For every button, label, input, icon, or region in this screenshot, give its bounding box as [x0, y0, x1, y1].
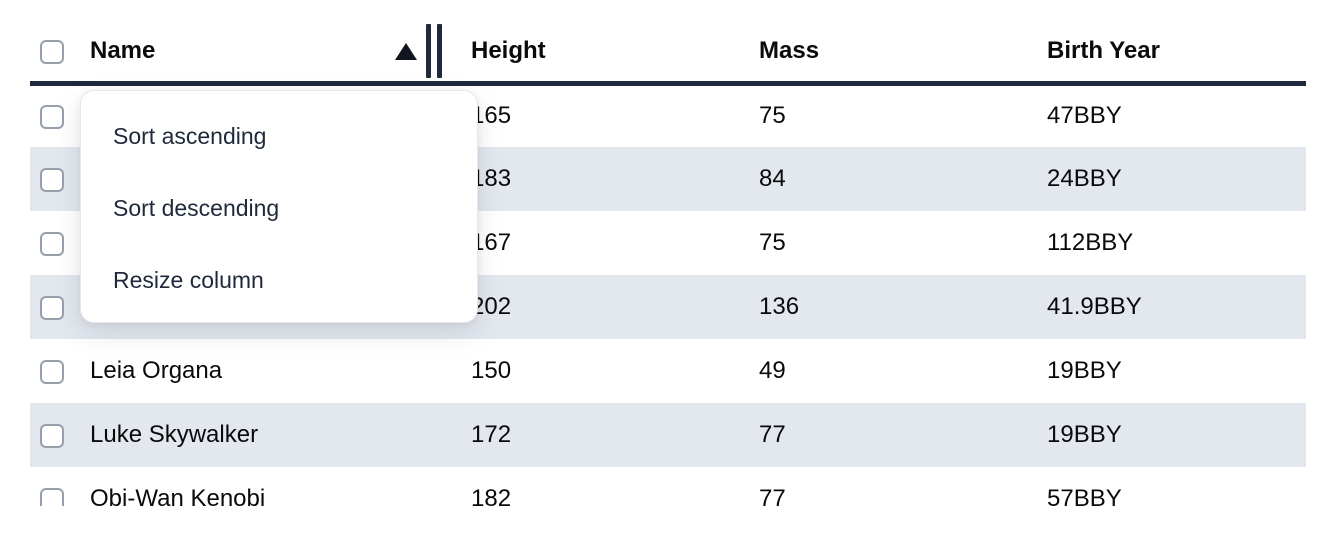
- cell-birth-year: 24BBY: [1031, 147, 1306, 211]
- cell-mass: 49: [759, 357, 786, 384]
- cell-height: 150: [471, 357, 512, 384]
- row-select-checkbox[interactable]: [40, 423, 64, 448]
- row-select-checkbox[interactable]: [40, 104, 64, 129]
- cell-birth-year: 47BBY: [1047, 102, 1122, 130]
- cell-birth-year: 19BBY: [1047, 357, 1122, 384]
- menu-item-sort-ascending[interactable]: Sort ascending: [113, 122, 267, 149]
- table-row: 165 75 47BBY: [30, 83, 1306, 147]
- cell-mass: 84: [743, 147, 1031, 211]
- row-select-checkbox[interactable]: [40, 167, 64, 192]
- cell-birth-year: 41.9BBY: [1031, 275, 1306, 339]
- cell-height: 172: [455, 403, 743, 467]
- cell-height: 183: [455, 147, 743, 211]
- row-checkbox-cell: [30, 147, 78, 211]
- cell-birth-year: 57BBY: [1047, 485, 1122, 506]
- row-checkbox-cell: [30, 403, 78, 467]
- cell-height: 165: [471, 102, 512, 130]
- table-header-row: Name Height Mass Birth Year: [30, 0, 1306, 86]
- table-row: Leia Organa 150 49 19BBY: [30, 339, 1306, 403]
- menu-item-resize-column[interactable]: Resize column: [113, 266, 264, 293]
- menu-item-sort-descending[interactable]: Sort descending: [113, 194, 280, 221]
- row-checkbox-cell: [30, 275, 78, 339]
- cell-height: 182: [471, 485, 512, 506]
- cell-name: Luke Skywalker: [78, 403, 455, 467]
- column-header-mass[interactable]: Mass: [743, 0, 1031, 86]
- column-header-birth-year[interactable]: Birth Year: [1031, 0, 1306, 86]
- header-checkbox-cell: [30, 0, 78, 86]
- cell-height: 167: [471, 229, 512, 256]
- cell-name: Leia Organa: [90, 357, 223, 384]
- table-container: Name Height Mass Birth Year 165 75: [30, 0, 1306, 506]
- row-checkbox-cell: [30, 83, 78, 147]
- column-resize-handle[interactable]: [426, 24, 442, 79]
- select-all-checkbox[interactable]: [40, 39, 64, 64]
- column-header-name[interactable]: Name: [78, 0, 455, 86]
- row-checkbox-cell: [30, 211, 78, 275]
- row-select-checkbox[interactable]: [40, 295, 64, 320]
- row-checkbox-cell: [30, 467, 78, 506]
- cell-mass: 77: [759, 485, 786, 506]
- row-select-checkbox[interactable]: [40, 231, 64, 256]
- characters-table: Name Height Mass Birth Year 165 75: [30, 0, 1306, 506]
- column-header-height[interactable]: Height: [455, 0, 743, 86]
- table-row: Luke Skywalker 172 77 19BBY: [30, 403, 1306, 467]
- cell-height: 202: [455, 275, 743, 339]
- cell-birth-year: 112BBY: [1047, 229, 1134, 256]
- cell-name: Obi-Wan Kenobi: [90, 485, 266, 506]
- column-context-menu: Sort ascending Sort descending Resize co…: [80, 90, 478, 323]
- column-header-name-label: Name: [90, 37, 156, 65]
- row-select-checkbox[interactable]: [40, 487, 64, 506]
- sort-ascending-icon: [395, 42, 417, 60]
- cell-mass: 75: [759, 102, 786, 130]
- cell-mass: 77: [743, 403, 1031, 467]
- row-select-checkbox[interactable]: [40, 359, 64, 384]
- row-checkbox-cell: [30, 339, 78, 403]
- cell-mass: 75: [759, 229, 786, 256]
- cell-mass: 136: [743, 275, 1031, 339]
- table-row: 167 75 112BBY: [30, 211, 1306, 275]
- table-row: Obi-Wan Kenobi 182 77 57BBY: [30, 467, 1306, 506]
- cell-birth-year: 19BBY: [1031, 403, 1306, 467]
